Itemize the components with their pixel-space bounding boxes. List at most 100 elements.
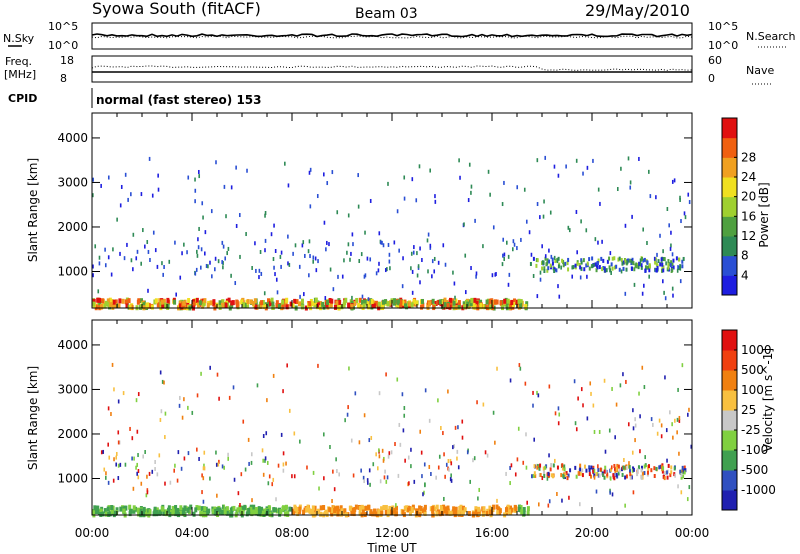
rti-cell — [543, 470, 546, 475]
rti-cell — [665, 470, 668, 475]
rti-cell — [272, 477, 275, 482]
rti-cell — [135, 465, 137, 470]
rti-cell — [156, 264, 159, 269]
rti-cell — [452, 445, 454, 450]
rti-cell — [119, 251, 121, 256]
rti-cell — [451, 509, 455, 515]
rti-cell — [539, 277, 542, 282]
rti-cell — [264, 248, 266, 253]
rti-cell — [202, 499, 205, 504]
rti-cell — [625, 465, 628, 470]
rti-cell — [366, 301, 370, 307]
rti-cell — [624, 291, 627, 296]
rti-cell — [352, 242, 354, 247]
rti-cell — [503, 180, 505, 185]
rti-cell — [264, 456, 267, 461]
rti-cell — [261, 510, 265, 516]
rti-cell — [520, 509, 524, 515]
rti-cell — [196, 447, 198, 452]
rti-cell — [364, 273, 367, 278]
rti-cell — [161, 261, 163, 266]
rti-cell — [358, 506, 362, 512]
rti-cell — [410, 464, 412, 469]
rti-cell — [92, 301, 96, 307]
rti-cell — [336, 511, 340, 517]
rti-cell — [277, 304, 281, 310]
rti-cell — [512, 298, 516, 304]
rti-cell — [438, 511, 442, 517]
rti-cell — [164, 435, 166, 440]
rti-cell — [655, 262, 658, 267]
rti-cell — [674, 418, 676, 423]
rti-cell — [115, 462, 118, 467]
rti-cell — [209, 365, 211, 370]
rti-cell — [593, 429, 596, 434]
rti-cell — [648, 464, 651, 469]
rti-cell — [236, 507, 240, 513]
rti-cell — [299, 294, 301, 299]
rti-cell — [474, 218, 476, 223]
rti-cell — [309, 167, 312, 172]
rti-cell — [579, 471, 582, 476]
rti-cell — [361, 509, 365, 515]
rti-cell — [262, 434, 265, 439]
rti-cell — [167, 507, 171, 513]
rti-cell — [443, 452, 445, 457]
rti-cell — [178, 300, 182, 306]
rti-cell — [150, 304, 154, 310]
rti-cell — [622, 260, 625, 265]
rti-cell — [454, 302, 458, 308]
rti-cell — [472, 304, 476, 310]
rti-cell — [192, 301, 196, 307]
rti-cell — [508, 272, 511, 277]
rti-cell — [504, 507, 508, 513]
rti-cell — [214, 267, 216, 272]
noise-left-tick-bottom: 10^0 — [48, 39, 78, 52]
rti-cell — [221, 464, 224, 469]
rti-cell — [508, 505, 512, 511]
rti-cell — [604, 449, 607, 454]
rti-cell — [315, 268, 318, 273]
rti-cell — [367, 504, 371, 510]
rti-cell — [111, 362, 114, 367]
rti-cell — [375, 452, 377, 457]
rti-cell — [354, 391, 357, 396]
rti-cell — [402, 428, 405, 433]
rti-cell — [606, 259, 609, 264]
rti-cell — [222, 244, 225, 249]
rti-cell — [458, 505, 462, 511]
rti-cell — [648, 169, 650, 174]
rti-cell — [617, 471, 620, 476]
rti-cell — [136, 429, 139, 434]
rti-cell — [412, 250, 415, 255]
rti-cell — [200, 506, 204, 512]
rti-cell — [103, 303, 107, 309]
rti-cell — [92, 273, 94, 278]
rti-cell — [466, 301, 470, 307]
rti-cell — [287, 234, 289, 239]
rti-cell — [378, 391, 381, 396]
rti-cell — [396, 299, 400, 305]
rti-cell — [395, 503, 397, 508]
rti-cell — [300, 304, 304, 310]
rti-cell — [556, 259, 559, 264]
rti-cell — [300, 298, 304, 304]
rti-cell — [665, 261, 667, 266]
rti-cell — [671, 262, 674, 267]
rti-cell — [613, 265, 616, 270]
rti-cell — [274, 272, 276, 277]
rti-cell — [259, 303, 263, 309]
rti-cell — [201, 473, 203, 478]
rti-cell — [250, 460, 253, 465]
rti-cell — [226, 251, 228, 256]
rti-cell — [413, 245, 415, 250]
rti-cell — [384, 469, 386, 474]
rti-cell — [316, 302, 320, 308]
rti-cell — [470, 184, 473, 189]
rti-cell — [114, 303, 118, 309]
rti-cell — [423, 506, 427, 512]
rti-cell — [472, 511, 476, 517]
rti-cell — [603, 475, 606, 480]
rti-cell — [403, 175, 406, 180]
rti-cell — [329, 302, 333, 308]
